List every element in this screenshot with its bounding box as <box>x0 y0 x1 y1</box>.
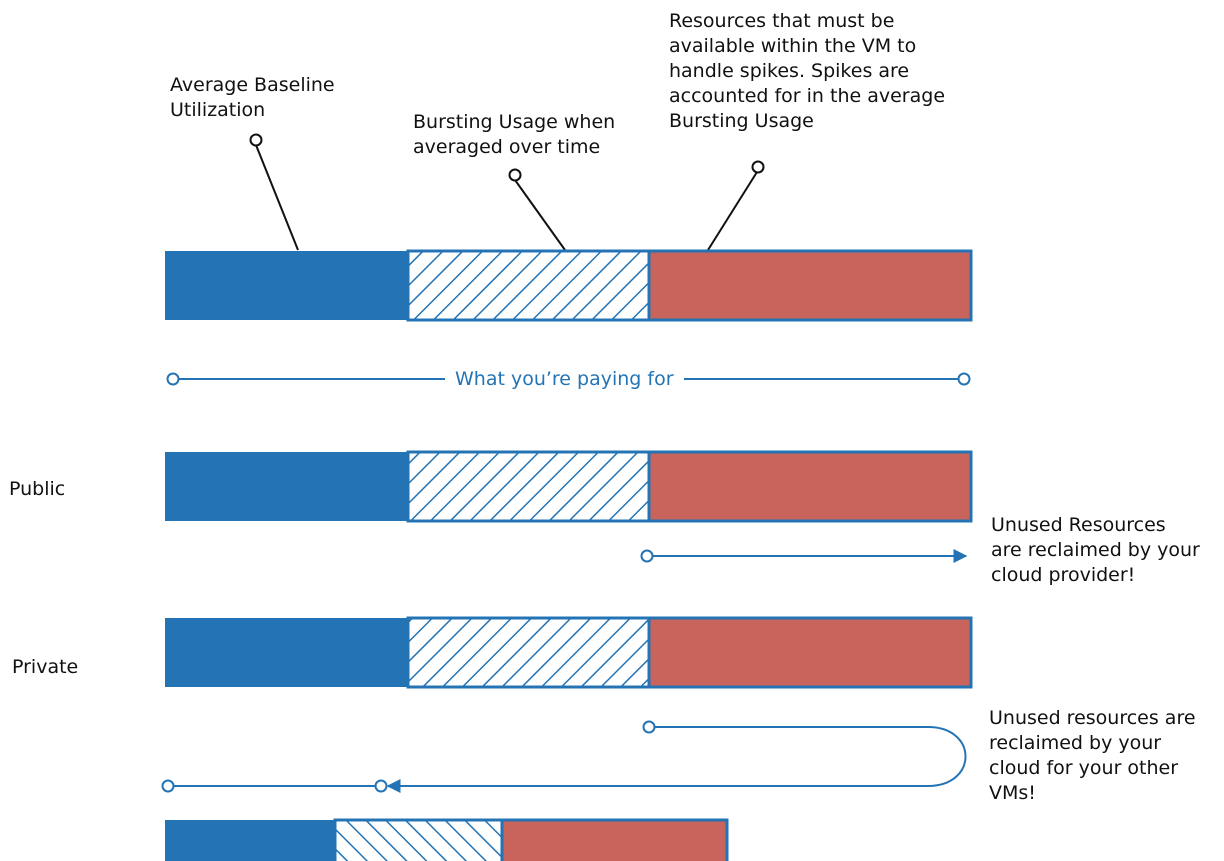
public-usage-bar <box>165 450 973 523</box>
spikes-annotation: Resources that must be available within … <box>669 10 946 132</box>
bursting-segment <box>406 450 651 523</box>
baseline-annotation: Average Baseline Utilization <box>170 74 335 121</box>
spikes-segment <box>647 616 973 689</box>
spikes-segment <box>647 450 973 523</box>
reduced-usage-bar <box>165 818 729 861</box>
private-reclaim-arrow <box>161 720 967 793</box>
public-reclaim-note: Unused Resources are reclaimed by your c… <box>991 514 1200 586</box>
public-reclaim-arrow <box>640 549 968 563</box>
paying-for-label: What you’re paying for <box>445 367 684 392</box>
private-row-label: Private <box>12 656 79 678</box>
callout-leaders <box>249 133 765 251</box>
bursting-annotation: Bursting Usage when averaged over time <box>413 111 616 158</box>
bursting-segment <box>406 616 651 689</box>
baseline-segment <box>165 618 408 687</box>
spikes-segment <box>647 249 973 322</box>
bursting-segment <box>406 249 651 322</box>
private-reclaim-note: Unused resources are reclaimed by your c… <box>989 707 1196 804</box>
baseline-segment <box>165 820 335 861</box>
top-usage-bar <box>165 249 973 322</box>
spikes-segment <box>500 818 729 861</box>
public-row-label: Public <box>9 478 66 500</box>
private-usage-bar <box>165 616 973 689</box>
baseline-segment <box>165 452 408 521</box>
bursting-segment <box>333 818 504 861</box>
baseline-segment <box>165 251 408 320</box>
